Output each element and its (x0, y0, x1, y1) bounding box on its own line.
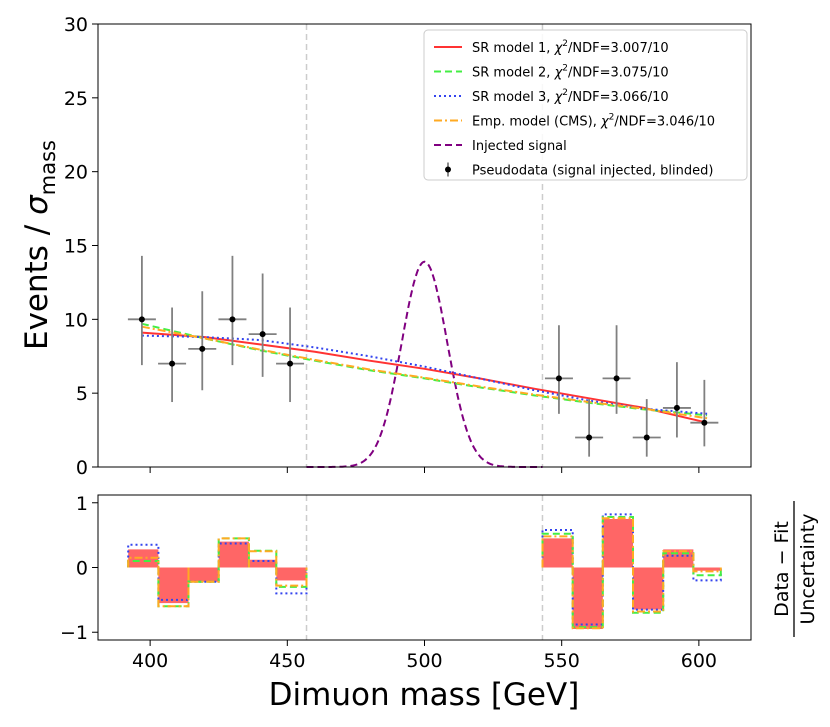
legend-chi-sup: 2 (562, 39, 568, 49)
legend-chi-sup: 2 (562, 64, 568, 74)
main-ytick-label: 20 (64, 162, 88, 184)
legend-frame (423, 29, 748, 181)
residual-title-denominator: Uncertainty (797, 513, 819, 624)
data-point-2 (188, 291, 217, 391)
legend-chi-symbol: χ (554, 41, 564, 56)
residual-bar (158, 567, 189, 604)
sr3-residual-step (127, 513, 722, 626)
legend-chi-symbol: χ (554, 66, 564, 81)
legend-chi-symbol: χ (600, 115, 610, 130)
sr1-fit-curve (141, 331, 708, 424)
injected-signal-curve (306, 260, 543, 468)
res-xtick-label: 400 (132, 650, 168, 672)
sr2-residual-step (127, 516, 722, 629)
main-ytick-label: 25 (64, 88, 88, 110)
legend-sr3-label: SR model 3, χ2/NDF=3.066/10 (472, 88, 669, 105)
residual-bar (248, 559, 277, 568)
data-point-5 (276, 307, 305, 403)
legend-data-label: Pseudodata (signal injected, blinded) (472, 164, 713, 179)
legend-name-prefix: SR model 2, (472, 66, 555, 81)
data-point-marker (287, 360, 294, 367)
emp-residual-step (127, 517, 722, 630)
res-ytick-label: 1 (76, 493, 88, 515)
legend-name-suffix: /NDF=3.046/10 (614, 115, 715, 130)
legend-chi-sup: 2 (562, 88, 568, 98)
legend-sr2-label: SR model 2, χ2/NDF=3.075/10 (472, 64, 669, 81)
main-ytick-label: 5 (76, 383, 88, 405)
legend-data-marker (445, 166, 451, 173)
residual-bar (602, 518, 634, 568)
legend-name-suffix: /NDF=3.066/10 (568, 90, 669, 105)
y-axis-title-text: Events / (19, 215, 55, 350)
data-point-marker (199, 345, 206, 352)
y-axis-title-main: Events / σmass (19, 140, 60, 350)
data-point-6 (544, 325, 573, 414)
residual-bar (633, 567, 664, 610)
data-point-0 (127, 255, 156, 366)
main-panel: 0 5 10 15 20 25 30 (64, 14, 752, 479)
data-point-marker (169, 360, 176, 367)
data-point-11 (690, 379, 719, 447)
residual-bar (572, 567, 603, 629)
res-ytick-label: −1 (60, 622, 88, 644)
legend-name-suffix: /NDF=3.007/10 (568, 41, 669, 56)
residual-bar (188, 567, 219, 582)
legend-sr1-label: SR model 1, χ2/NDF=3.007/10 (472, 39, 669, 56)
emp-fit-curve (141, 325, 708, 420)
legend-emp-label: Emp. model (CMS), χ2/NDF=3.046/10 (472, 113, 715, 130)
data-point-marker (643, 434, 650, 441)
data-point-marker (138, 316, 145, 323)
res-ytick-label: 0 (76, 558, 88, 580)
data-point-8 (602, 325, 631, 414)
legend-chi-sup: 2 (609, 113, 615, 123)
main-ytick-label: 15 (64, 236, 88, 258)
legend-signal-label: Injected signal (472, 139, 567, 154)
main-ytick-label: 10 (64, 309, 88, 331)
residual-bar (542, 538, 573, 568)
main-ytick-label: 30 (64, 14, 88, 36)
data-point-1 (158, 307, 187, 403)
residual-bar (128, 549, 159, 568)
residual-bar (693, 567, 721, 571)
data-point-marker (586, 434, 593, 441)
legend-chi-symbol: χ (554, 90, 564, 105)
data-point-marker (673, 404, 680, 411)
residual-bar (276, 567, 307, 581)
res-xtick-label: 550 (544, 650, 580, 672)
y-axis-title-sigma: σ (19, 194, 55, 215)
data-point-10 (662, 362, 691, 438)
residual-title-numerator: Data − Fit (771, 521, 793, 617)
legend-data-swatch (445, 162, 451, 177)
data-point-marker (259, 331, 266, 338)
data-point-3 (218, 255, 247, 366)
res-xtick-label: 600 (681, 650, 717, 672)
sr3-fit-curve (141, 334, 708, 415)
data-point-9 (632, 399, 661, 457)
legend-name-prefix: Emp. model (CMS), (472, 115, 601, 130)
main-ytick-label: 0 (76, 457, 88, 479)
data-point-marker (229, 316, 236, 323)
residual-bar (218, 541, 249, 568)
legend-name-prefix: SR model 1, (472, 41, 555, 56)
res-xtick-label: 500 (406, 650, 442, 672)
y-axis-title-residual: Data − Fit Uncertainty (771, 501, 819, 637)
legend-name-suffix: /NDF=3.075/10 (568, 66, 669, 81)
legend-name-prefix: SR model 3, (472, 90, 555, 105)
data-point-7 (575, 399, 604, 457)
res-xtick-label: 450 (269, 650, 305, 672)
data-point-marker (613, 375, 620, 382)
data-point-marker (555, 375, 562, 382)
data-point-marker (701, 419, 708, 426)
data-point-4 (248, 273, 277, 377)
y-axis-title-subscript: mass (36, 140, 60, 195)
residual-panel: −1 0 1 400 450 500 550 600 (60, 493, 752, 672)
x-axis-title: Dimuon mass [GeV] (269, 677, 580, 713)
